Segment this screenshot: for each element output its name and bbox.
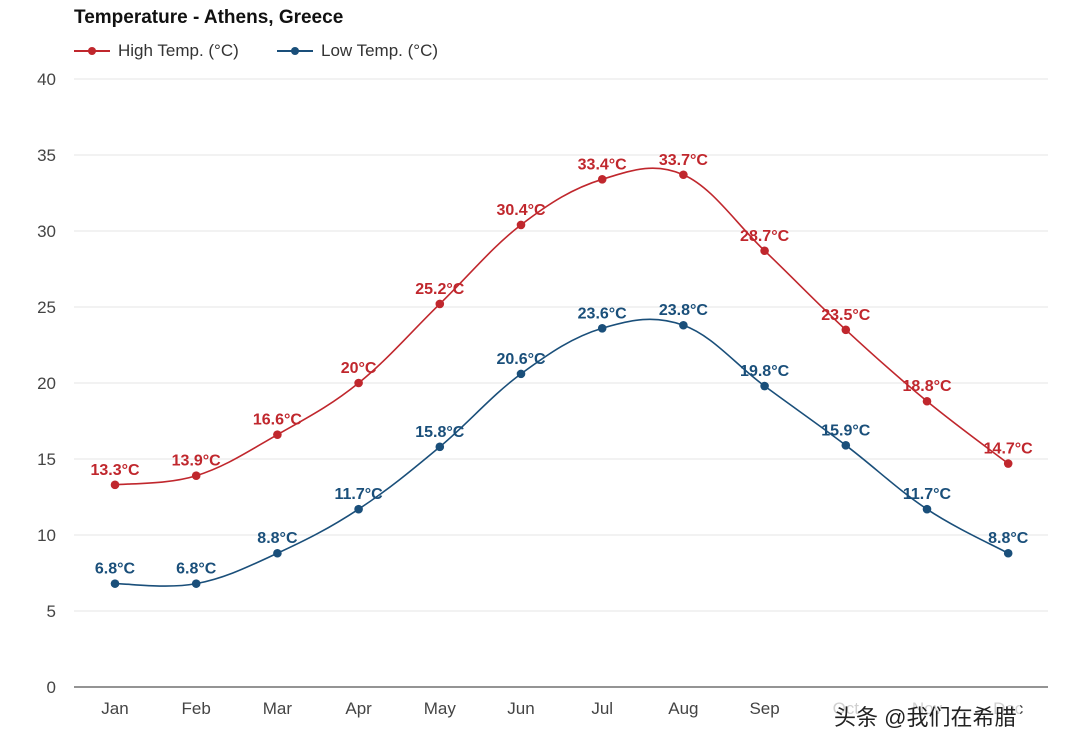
data-label-low-aug: 23.8°C xyxy=(659,302,709,319)
data-label-low-oct: 15.9°C xyxy=(821,422,871,439)
chart-title: Temperature - Athens, Greece xyxy=(74,7,344,28)
data-point-high-may xyxy=(435,299,445,309)
legend-label-low-temp: Low Temp. (°C) xyxy=(321,41,439,60)
x-tick-label-jul: Jul xyxy=(591,699,613,718)
watermark: 头条 @我们在希腊 xyxy=(830,700,1021,732)
data-label-high-aug: 33.7°C xyxy=(659,152,709,169)
data-label-high-apr: 20°C xyxy=(341,360,377,377)
data-point-high-mar xyxy=(273,430,282,439)
data-label-high-jun: 30.4°C xyxy=(496,202,546,219)
data-label-high-oct: 23.5°C xyxy=(821,307,871,324)
data-point-high-jul xyxy=(597,175,607,184)
data-label-low-mar: 8.8°C xyxy=(257,530,298,547)
data-label-low-jun: 20.6°C xyxy=(496,351,546,368)
data-label-high-nov: 18.8°C xyxy=(902,378,952,395)
data-point-high-apr xyxy=(354,378,363,388)
x-tick-label-jan: Jan xyxy=(101,699,128,718)
data-point-high-feb xyxy=(191,471,201,481)
data-point-high-nov xyxy=(922,396,932,406)
data-point-low-feb xyxy=(191,579,201,588)
x-tick-label-feb: Feb xyxy=(182,699,211,718)
data-point-high-jun xyxy=(516,220,526,230)
y-tick-label: 10 xyxy=(37,526,56,545)
data-label-high-dec: 14.7°C xyxy=(984,441,1034,458)
series-line-low xyxy=(114,318,1009,587)
x-tick-label-sep: Sep xyxy=(749,699,779,718)
legend-swatch-low-temp xyxy=(277,47,313,55)
data-label-low-apr: 11.7°C xyxy=(334,486,383,503)
data-label-low-sep: 19.8°C xyxy=(740,363,790,380)
x-tick-label-mar: Mar xyxy=(263,699,293,718)
series-line-high xyxy=(114,167,1009,486)
legend-swatch-high-temp xyxy=(74,47,110,55)
y-tick-label: 0 xyxy=(47,678,56,697)
data-label-high-may: 25.2°C xyxy=(415,281,465,298)
legend-label-high-temp: High Temp. (°C) xyxy=(118,41,239,60)
data-label-high-sep: 28.7°C xyxy=(740,228,790,245)
data-point-low-apr xyxy=(354,504,363,514)
y-tick-label: 40 xyxy=(37,70,56,89)
data-label-low-feb: 6.8°C xyxy=(176,561,217,578)
data-point-low-may xyxy=(435,442,445,452)
data-point-high-oct xyxy=(841,325,851,335)
y-tick-label: 15 xyxy=(37,450,56,469)
data-label-low-jan: 6.8°C xyxy=(95,561,136,578)
x-tick-label-aug: Aug xyxy=(668,699,698,718)
data-label-low-jul: 23.6°C xyxy=(578,305,628,322)
data-label-high-feb: 13.9°C xyxy=(172,453,222,470)
data-point-high-dec xyxy=(1003,459,1013,468)
data-point-low-sep xyxy=(760,381,769,391)
y-tick-label: 5 xyxy=(47,602,56,621)
y-tick-label: 35 xyxy=(37,146,56,165)
legend-item-low-temp[interactable]: Low Temp. (°C) xyxy=(277,40,438,62)
data-point-high-sep xyxy=(760,246,769,256)
data-point-low-dec xyxy=(1003,548,1013,558)
data-label-low-dec: 8.8°C xyxy=(988,530,1029,547)
data-label-high-jul: 33.4°C xyxy=(578,156,628,173)
data-point-low-jan xyxy=(110,579,120,588)
data-label-low-nov: 11.7°C xyxy=(903,486,952,503)
y-tick-label: 20 xyxy=(37,374,56,393)
data-point-low-aug xyxy=(679,320,688,330)
x-tick-label-jun: Jun xyxy=(507,699,534,718)
data-point-high-aug xyxy=(679,170,688,180)
y-tick-label: 30 xyxy=(37,222,56,241)
data-label-high-mar: 16.6°C xyxy=(253,412,303,429)
data-point-low-mar xyxy=(273,548,282,558)
data-point-high-jan xyxy=(110,480,120,490)
data-point-low-oct xyxy=(841,441,851,450)
data-point-low-jul xyxy=(597,323,607,333)
legend-item-high-temp[interactable]: High Temp. (°C) xyxy=(74,40,239,62)
data-label-low-may: 15.8°C xyxy=(415,424,465,441)
x-tick-label-may: May xyxy=(424,699,457,718)
data-point-low-jun xyxy=(516,369,526,379)
y-tick-label: 25 xyxy=(37,298,56,317)
data-label-high-jan: 13.3°C xyxy=(90,462,140,479)
x-tick-label-apr: Apr xyxy=(345,699,372,718)
data-point-low-nov xyxy=(922,504,932,514)
